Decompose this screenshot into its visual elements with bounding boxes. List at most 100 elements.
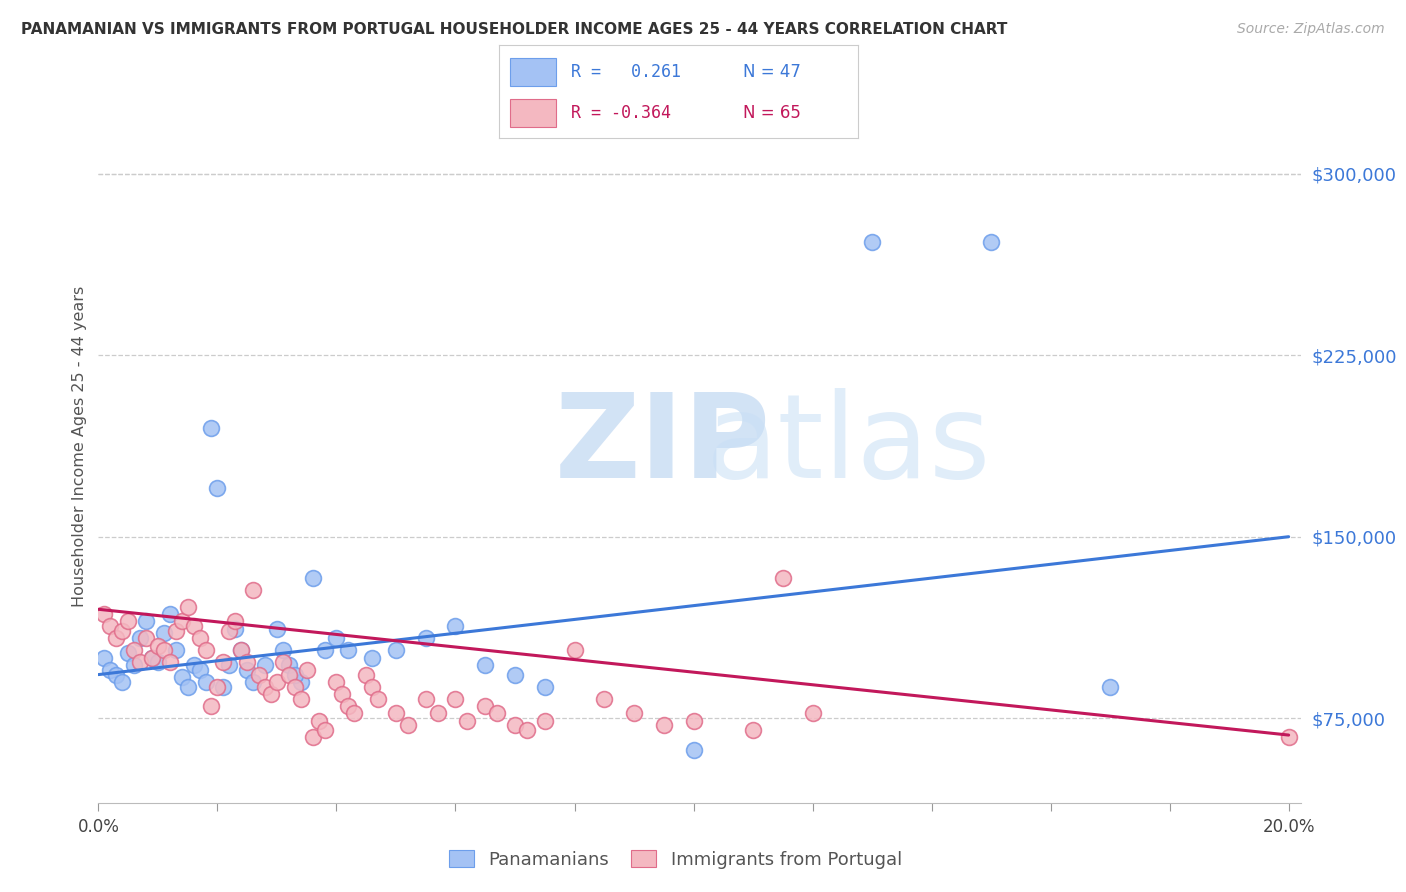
Point	[224, 615, 246, 629]
Point	[860, 235, 883, 249]
Point	[207, 680, 229, 694]
Point	[183, 619, 205, 633]
Point	[129, 632, 152, 646]
Point	[367, 691, 389, 706]
Point	[564, 643, 586, 657]
Point	[153, 643, 176, 657]
Point	[254, 680, 277, 694]
Point	[361, 680, 384, 694]
Point	[415, 632, 437, 646]
Point	[290, 674, 312, 689]
Point	[212, 656, 235, 670]
Point	[93, 607, 115, 621]
Point	[159, 607, 181, 621]
Point	[236, 663, 259, 677]
Point	[308, 714, 330, 728]
Point	[236, 656, 259, 670]
Point	[254, 657, 277, 672]
Point	[503, 718, 526, 732]
Point	[242, 674, 264, 689]
Point	[231, 643, 253, 657]
Point	[354, 667, 377, 681]
Point	[105, 632, 128, 646]
Point	[93, 650, 115, 665]
Legend: Panamanians, Immigrants from Portugal: Panamanians, Immigrants from Portugal	[441, 843, 910, 876]
Point	[332, 687, 354, 701]
Point	[444, 619, 467, 633]
Point	[98, 663, 121, 677]
Point	[212, 680, 235, 694]
Point	[533, 714, 555, 728]
Point	[122, 657, 145, 672]
Point	[231, 643, 253, 657]
Point	[396, 718, 419, 732]
Point	[194, 674, 217, 689]
Point	[801, 706, 824, 721]
Point	[122, 643, 145, 657]
Point	[141, 650, 163, 665]
Point	[1099, 680, 1122, 694]
Point	[314, 723, 336, 738]
Point	[247, 667, 270, 681]
Text: ZIP: ZIP	[555, 389, 772, 503]
Point	[385, 643, 408, 657]
Bar	[510, 99, 557, 127]
Point	[325, 674, 347, 689]
Point	[188, 632, 211, 646]
Text: PANAMANIAN VS IMMIGRANTS FROM PORTUGAL HOUSEHOLDER INCOME AGES 25 - 44 YEARS COR: PANAMANIAN VS IMMIGRANTS FROM PORTUGAL H…	[21, 22, 1008, 37]
Bar	[510, 58, 557, 86]
Point	[456, 714, 478, 728]
Point	[277, 657, 299, 672]
Point	[176, 599, 198, 614]
Point	[772, 571, 794, 585]
Point	[188, 663, 211, 677]
Point	[224, 622, 246, 636]
Point	[503, 667, 526, 681]
Point	[361, 650, 384, 665]
Point	[474, 657, 496, 672]
Point	[165, 624, 187, 638]
Point	[146, 656, 169, 670]
Point	[516, 723, 538, 738]
Point	[159, 656, 181, 670]
Point	[207, 481, 229, 495]
Point	[301, 731, 323, 745]
Point	[295, 663, 318, 677]
Point	[284, 667, 307, 681]
Point	[385, 706, 408, 721]
Text: N = 47: N = 47	[742, 62, 801, 81]
Point	[129, 656, 152, 670]
Text: atlas: atlas	[706, 389, 991, 503]
Point	[117, 646, 139, 660]
Point	[260, 687, 283, 701]
Point	[474, 699, 496, 714]
Point	[135, 615, 157, 629]
Point	[486, 706, 509, 721]
Point	[183, 657, 205, 672]
Point	[533, 680, 555, 694]
Point	[343, 706, 366, 721]
Point	[271, 656, 294, 670]
Point	[1278, 731, 1301, 745]
Point	[135, 632, 157, 646]
Point	[426, 706, 449, 721]
Y-axis label: Householder Income Ages 25 - 44 years: Householder Income Ages 25 - 44 years	[72, 285, 87, 607]
Point	[170, 615, 193, 629]
Point	[271, 643, 294, 657]
Point	[266, 622, 288, 636]
Point	[200, 699, 222, 714]
Point	[682, 714, 704, 728]
Point	[146, 639, 169, 653]
Text: Source: ZipAtlas.com: Source: ZipAtlas.com	[1237, 22, 1385, 37]
Point	[218, 624, 240, 638]
Point	[980, 235, 1002, 249]
Point	[337, 699, 360, 714]
Point	[176, 680, 198, 694]
Point	[218, 657, 240, 672]
Point	[242, 582, 264, 597]
Point	[98, 619, 121, 633]
Point	[141, 650, 163, 665]
Point	[290, 691, 312, 706]
Point	[415, 691, 437, 706]
Point	[165, 643, 187, 657]
